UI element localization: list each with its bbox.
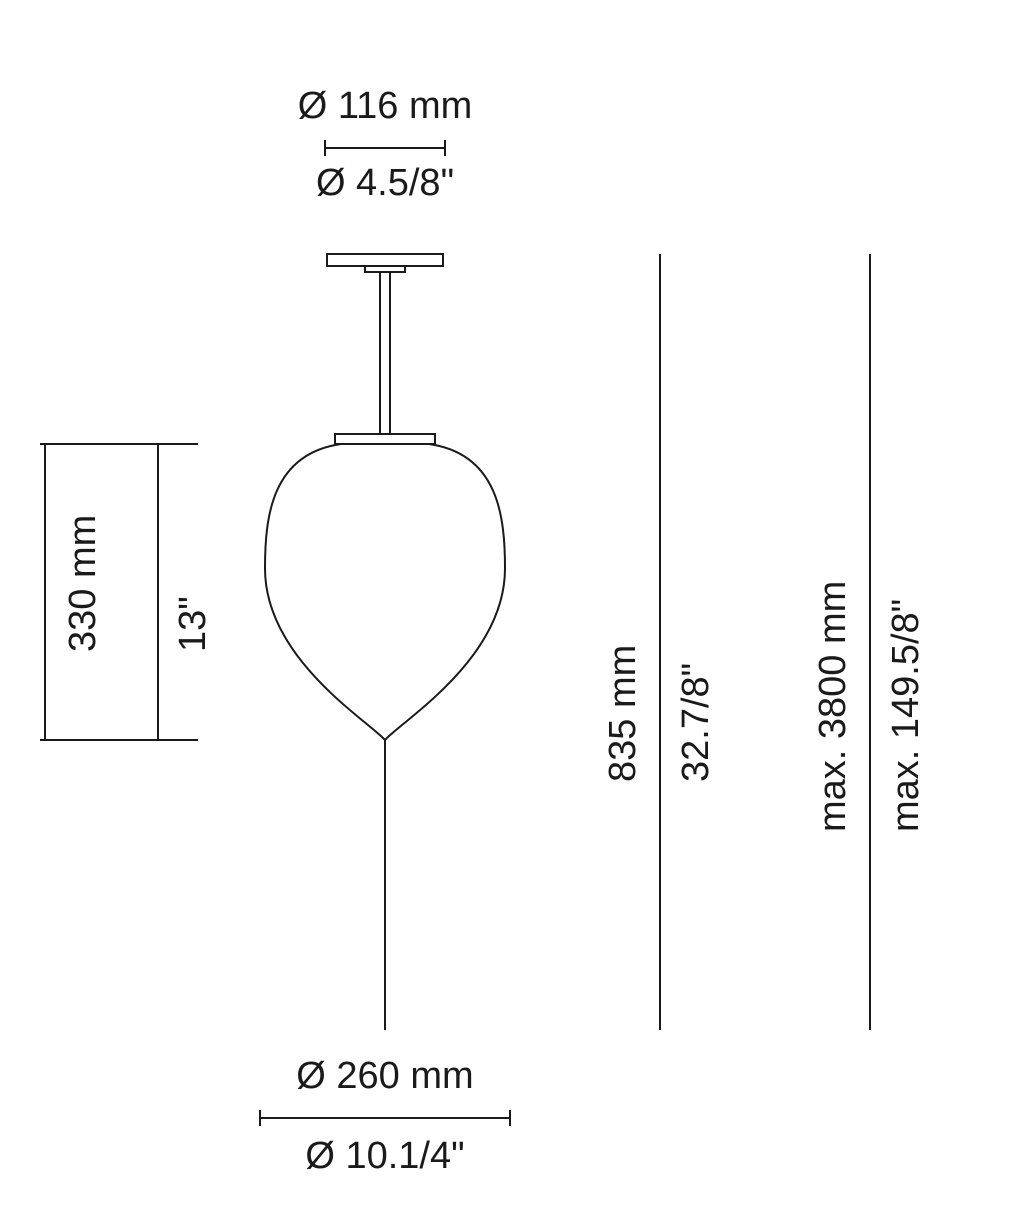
dim-bottom-imp: Ø 10.1/4" — [305, 1135, 464, 1177]
dim-top-imp: Ø 4.5/8" — [316, 162, 454, 204]
dim-mid-imp: 32.7/8" — [675, 663, 717, 782]
dim-mid-mm: 835 mm — [602, 645, 644, 782]
dim-top-mm: Ø 116 mm — [298, 85, 473, 127]
dim-shade-mm: 330 mm — [62, 515, 104, 652]
lamp-shade — [265, 444, 505, 740]
dim-max-mm: max. 3800 mm — [812, 581, 854, 832]
dim-max-imp: max. 149.5/8" — [885, 599, 927, 832]
dimension-drawing: Ø 116 mm Ø 4.5/8" Ø 260 mm Ø 10.1/4" 330 mm 1… — [0, 0, 1023, 1228]
dim-bottom-mm: Ø 260 mm — [296, 1055, 473, 1097]
dim-shade-imp: 13" — [172, 596, 214, 652]
pendant-lamp — [265, 254, 505, 740]
